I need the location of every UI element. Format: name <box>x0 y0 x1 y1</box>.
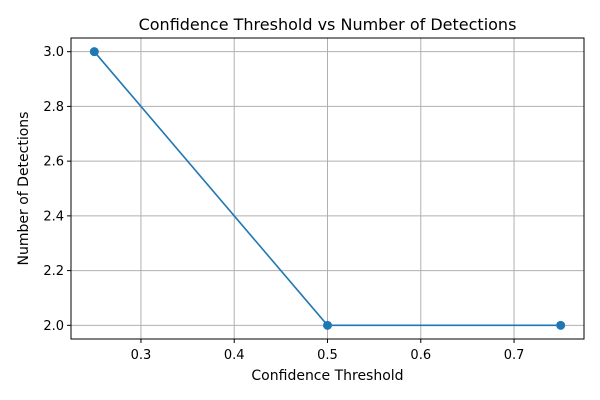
x-tick-label: 0.3 <box>131 348 152 363</box>
y-axis-label: Number of Detections <box>16 112 32 266</box>
y-axis-ticks: 2.0 2.2 2.4 2.6 2.8 3.0 <box>43 45 71 334</box>
y-tick-label: 2.4 <box>43 209 64 224</box>
data-point <box>323 320 332 330</box>
series-layer <box>89 47 566 330</box>
data-point <box>556 320 566 330</box>
y-tick-label: 2.2 <box>43 264 64 279</box>
y-tick-label: 2.8 <box>43 100 64 115</box>
y-tick-label: 3.0 <box>43 45 64 60</box>
x-axis-label: Confidence Threshold <box>251 368 403 384</box>
x-tick-label: 0.4 <box>224 348 245 363</box>
y-tick-label: 2.0 <box>43 319 64 334</box>
y-tick-label: 2.6 <box>43 155 64 170</box>
data-point <box>89 47 99 57</box>
x-tick-label: 0.7 <box>504 348 525 363</box>
x-axis-ticks: 0.3 0.4 0.5 0.6 0.7 <box>131 339 525 363</box>
chart-title: Confidence Threshold vs Number of Detect… <box>139 15 517 34</box>
x-tick-label: 0.6 <box>410 348 431 363</box>
x-tick-label: 0.5 <box>317 348 338 363</box>
